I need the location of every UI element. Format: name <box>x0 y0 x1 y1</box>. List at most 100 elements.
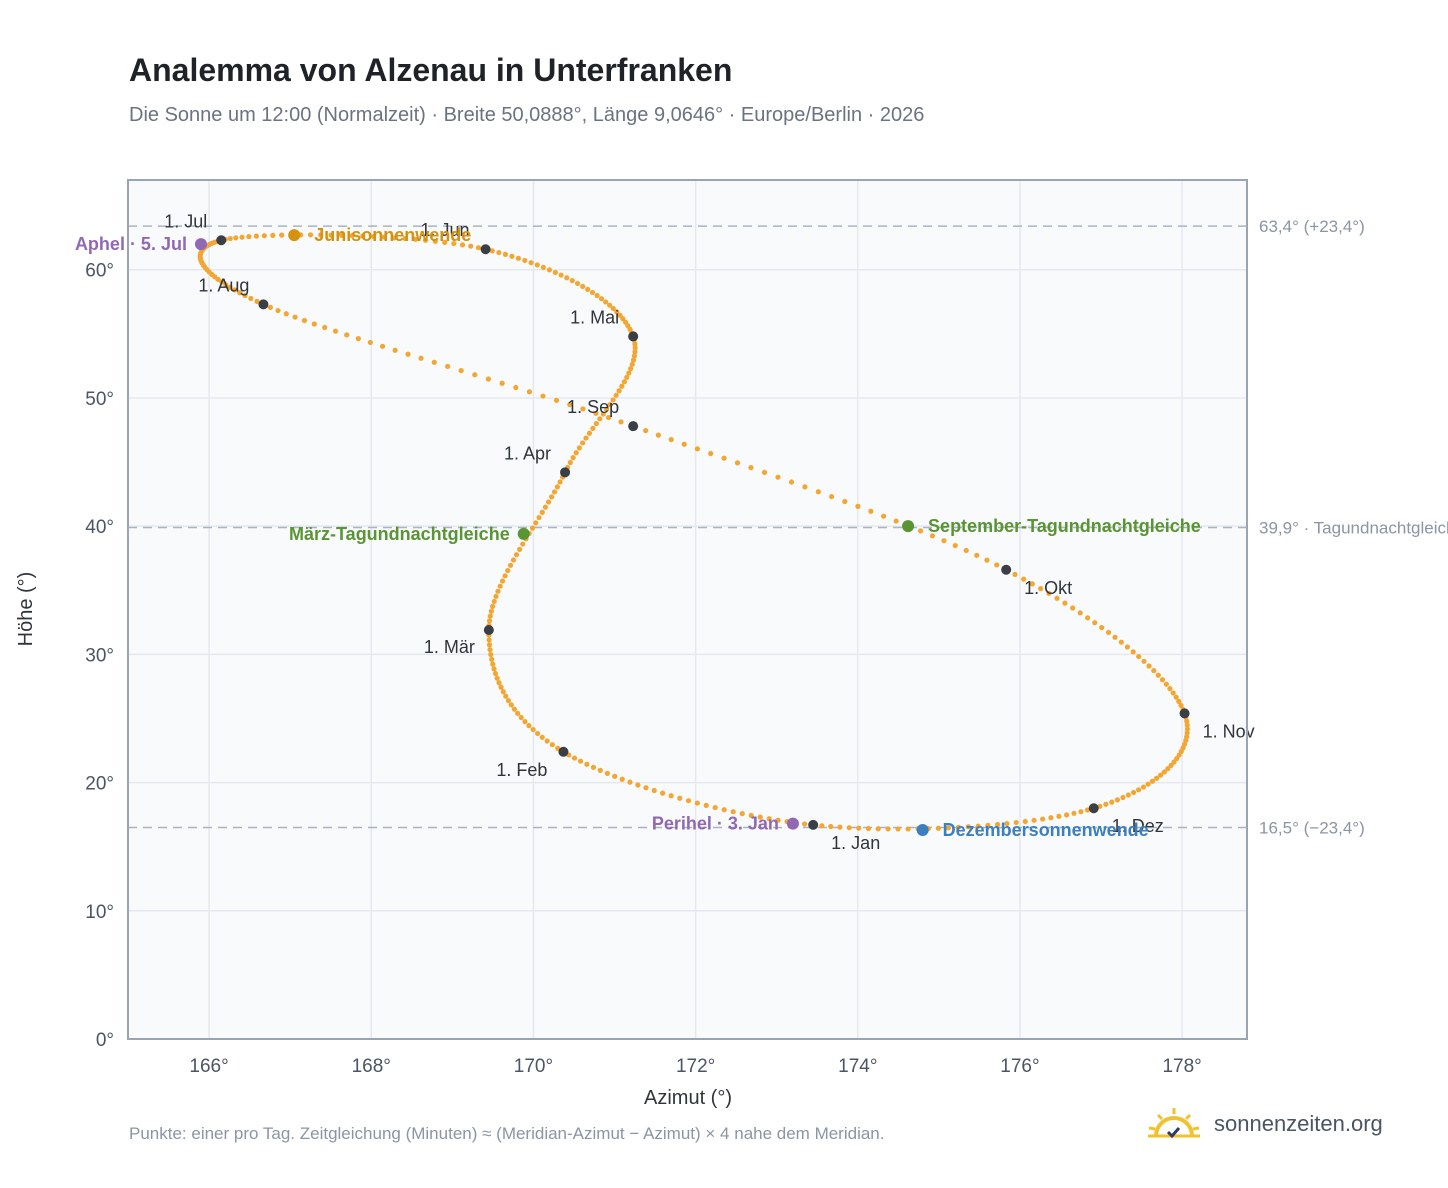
day-point <box>612 773 618 779</box>
day-point <box>487 647 493 653</box>
month-markers: 1. Jan 1. Feb 1. Mär 1. Apr 1. Mai 1. Jun 1. J… <box>164 211 1254 853</box>
day-point <box>529 525 536 531</box>
day-point <box>1046 590 1052 597</box>
day-point <box>1085 615 1091 621</box>
day-point <box>1125 792 1131 798</box>
day-point <box>253 233 259 239</box>
day-point <box>540 393 546 399</box>
day-point <box>513 552 520 558</box>
day-point <box>1184 722 1190 728</box>
day-point <box>1167 686 1173 692</box>
day-point <box>1168 762 1174 768</box>
day-point <box>412 236 419 242</box>
day-point <box>788 479 795 485</box>
day-point <box>571 755 578 761</box>
event-marker <box>786 817 799 830</box>
day-point <box>557 479 563 485</box>
x-tick-label: 174° <box>838 1056 877 1077</box>
grid <box>128 180 1247 1040</box>
day-point <box>580 440 586 446</box>
day-point <box>1171 759 1177 765</box>
month-label: 1. Nov <box>1203 721 1255 741</box>
day-point <box>539 734 545 740</box>
brand[interactable]: sonnenzeiten.org <box>1146 1104 1383 1144</box>
day-point <box>1184 730 1190 736</box>
day-point <box>499 578 506 584</box>
day-point <box>279 232 285 238</box>
day-point <box>635 782 641 788</box>
day-point <box>829 493 835 500</box>
day-point <box>508 702 514 708</box>
day-point <box>1029 581 1035 587</box>
day-point <box>515 255 521 261</box>
day-point <box>360 233 366 239</box>
day-point <box>545 499 552 505</box>
day-point <box>494 675 500 681</box>
month-marker <box>258 299 269 310</box>
day-point <box>1054 595 1060 601</box>
day-point <box>576 445 582 451</box>
day-point <box>270 232 276 238</box>
day-point <box>564 275 570 281</box>
day-point <box>544 738 550 744</box>
day-point <box>338 232 345 238</box>
day-point <box>472 372 478 378</box>
day-point <box>402 235 408 242</box>
day-point <box>1163 681 1169 687</box>
x-tick-label: 172° <box>676 1056 715 1077</box>
day-point <box>757 814 763 820</box>
day-point <box>223 281 229 288</box>
month-label: 1. Apr <box>504 443 551 463</box>
day-point <box>1040 816 1046 822</box>
day-point <box>344 332 350 338</box>
day-point <box>1105 629 1112 636</box>
day-point <box>586 430 593 436</box>
day-point <box>600 411 606 417</box>
day-point <box>510 557 517 563</box>
day-point <box>379 343 386 349</box>
day-point <box>1124 644 1130 650</box>
day-point <box>318 232 324 238</box>
day-point <box>573 450 579 456</box>
day-point <box>1155 672 1161 678</box>
day-point <box>613 392 619 398</box>
day-point <box>994 562 1000 568</box>
day-point <box>598 296 605 302</box>
day-point <box>605 414 612 421</box>
day-point <box>721 455 727 461</box>
day-point <box>499 380 505 386</box>
reference-line-label: 39,9° · Tagundnachtgleiche <box>1259 518 1448 537</box>
day-point <box>963 547 969 554</box>
day-point <box>846 825 852 831</box>
day-point <box>227 284 233 290</box>
day-point <box>522 719 528 725</box>
day-point <box>583 435 589 441</box>
day-point <box>505 697 512 704</box>
day-point <box>1159 677 1166 683</box>
day-point <box>1184 726 1190 732</box>
day-point <box>802 484 808 490</box>
day-point <box>1141 658 1147 664</box>
day-point <box>1120 794 1126 801</box>
day-point <box>708 450 714 457</box>
day-point <box>522 257 528 264</box>
day-point <box>1145 781 1151 787</box>
y-tick-label: 60° <box>85 261 114 282</box>
reference-line-label: 16,5° (−23,4°) <box>1259 818 1365 837</box>
day-point <box>503 693 509 699</box>
day-point <box>628 365 634 372</box>
month-marker <box>808 819 819 830</box>
day-point <box>775 474 781 480</box>
day-point <box>607 402 613 408</box>
event-label: Junisonnenwende <box>314 225 471 245</box>
day-point <box>1062 600 1068 606</box>
day-point <box>761 469 768 476</box>
day-point <box>632 341 638 347</box>
day-point <box>594 292 600 299</box>
y-tick-label: 30° <box>85 645 114 666</box>
event-marker <box>194 238 207 251</box>
day-point <box>677 795 683 801</box>
day-point <box>621 379 628 385</box>
day-point <box>275 307 281 314</box>
